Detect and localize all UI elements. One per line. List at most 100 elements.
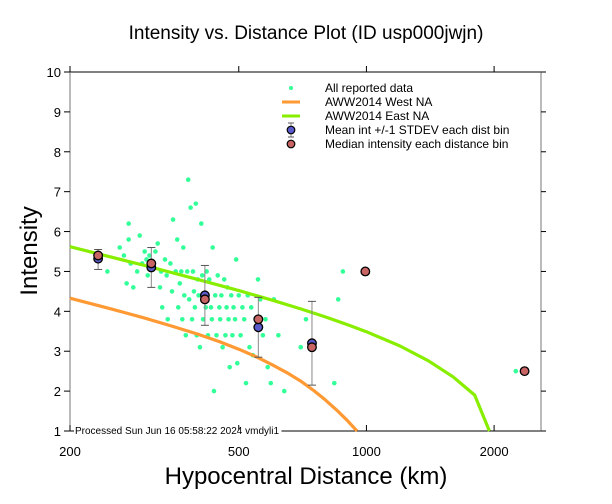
reported-data-point [228, 293, 234, 298]
reported-data-point [186, 297, 192, 302]
legend-reported-dot-icon [289, 86, 293, 90]
median-point [93, 250, 104, 261]
reported-data-point [223, 332, 228, 338]
reported-data-point [126, 221, 131, 226]
reported-data-point [124, 281, 129, 286]
reported-data-point [513, 368, 519, 374]
reported-data-point [134, 269, 140, 274]
reported-data-point [303, 317, 309, 322]
x-tick-label: 200 [59, 444, 81, 459]
y-tick-label: 9 [54, 105, 61, 120]
chart-title: Intensity vs. Distance Plot (ID usp000jw… [129, 23, 484, 44]
reported-data-point [168, 261, 173, 266]
reported-data-point [142, 249, 147, 254]
reported-data-points [105, 177, 519, 394]
model-curves [69, 245, 491, 433]
x-axis-ticks: 200 500 1000 2000 [59, 66, 509, 459]
reported-data-point [238, 332, 243, 338]
median-point [199, 294, 210, 305]
reported-data-point [188, 205, 193, 210]
reported-data-point [181, 245, 186, 250]
reported-data-point [182, 293, 187, 298]
reported-data-point [248, 305, 254, 310]
reported-data-point [236, 293, 242, 298]
reported-data-point [224, 305, 229, 310]
reported-data-point [162, 257, 168, 262]
reported-data-point [209, 317, 215, 322]
reported-data-point [241, 317, 247, 322]
reported-data-point [177, 281, 183, 286]
reported-data-point [191, 289, 197, 294]
x-tick-label: 500 [228, 444, 250, 459]
y-tick-label: 3 [54, 344, 61, 359]
reported-data-point [233, 257, 239, 262]
reported-data-point [159, 305, 165, 310]
reported-data-point [230, 332, 235, 338]
west-na-curve [69, 296, 359, 433]
reported-data-point [175, 305, 181, 310]
reported-data-point [276, 332, 281, 338]
reported-data-point [335, 297, 341, 302]
reported-data-point [203, 305, 209, 310]
bin-markers [93, 247, 530, 386]
reported-data-point [193, 201, 199, 206]
reported-data-point [121, 253, 127, 258]
reported-data-point [212, 293, 218, 298]
reported-data-point [240, 305, 245, 310]
median-point [146, 258, 157, 269]
legend-label: AWW2014 East NA [325, 109, 429, 123]
reported-data-point [226, 317, 231, 322]
reported-data-point [208, 305, 214, 310]
reported-data-point [215, 273, 221, 278]
processed-footnote: Processed Sun Jun 16 05:58:22 2024 vmdyl… [75, 426, 279, 437]
reported-data-point [179, 269, 184, 274]
reported-data-point [255, 277, 261, 282]
legend-median-marker-icon [286, 139, 296, 149]
reported-data-point [174, 237, 180, 242]
east-na-curve [69, 245, 491, 432]
reported-data-point [164, 273, 169, 278]
reported-data-point [214, 332, 219, 338]
reported-data-point [243, 380, 249, 386]
reported-data-point [221, 277, 227, 282]
y-tick-label: 6 [54, 225, 61, 240]
reported-data-point [197, 344, 203, 350]
median-point [253, 314, 264, 325]
reported-data-point [155, 241, 161, 246]
reported-data-point [170, 217, 176, 222]
legend-mean-marker-icon [286, 125, 296, 135]
legend-label: Median intensity each distance bin [325, 137, 508, 151]
reported-data-point [199, 221, 204, 226]
reported-data-point [190, 269, 196, 274]
reported-data-point [126, 237, 131, 242]
reported-data-point [184, 269, 190, 274]
median-point [307, 342, 317, 353]
y-tick-label: 2 [54, 384, 61, 399]
reported-data-point [220, 344, 225, 350]
reported-data-point [180, 317, 185, 322]
reported-data-point [105, 269, 110, 274]
legend-label: Mean int +/-1 STDEV each dist bin [325, 123, 509, 137]
legend-label: All reported data [325, 81, 413, 95]
reported-data-point [196, 293, 201, 298]
y-axis-ticks: 1 2 3 4 5 6 7 8 9 10 [47, 65, 546, 439]
footnote-backing [74, 430, 282, 432]
reported-data-point [232, 317, 238, 322]
y-tick-label: 4 [54, 304, 61, 319]
reported-data-point [183, 332, 189, 338]
reported-data-point [210, 245, 215, 250]
processed-timestamp: Processed Sun Jun 16 05:58:22 2024 vmdyl… [75, 426, 279, 437]
median-point [519, 366, 530, 377]
y-tick-label: 1 [54, 424, 61, 439]
reported-data-point [169, 289, 175, 294]
reported-data-point [234, 360, 240, 366]
reported-data-point [185, 177, 191, 182]
reported-data-point [227, 364, 233, 370]
reported-data-point [332, 380, 337, 386]
reported-data-point [137, 233, 143, 238]
reported-data-point [211, 388, 217, 394]
reported-data-point [147, 253, 152, 258]
reported-data-point [204, 269, 209, 274]
reported-data-point [117, 245, 123, 250]
